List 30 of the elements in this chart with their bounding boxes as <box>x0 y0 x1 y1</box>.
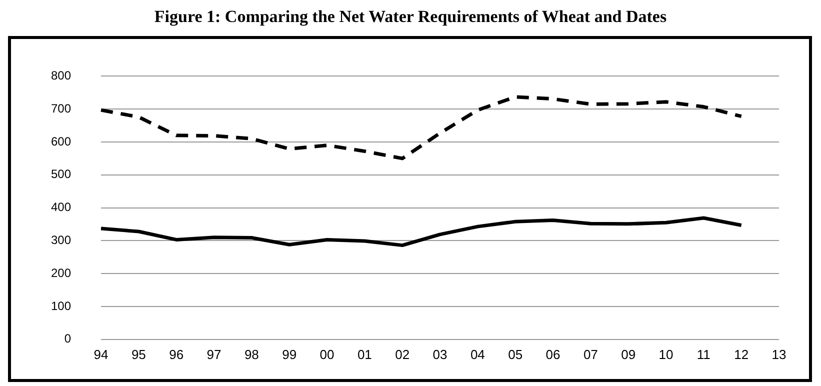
x-tick-label: 05 <box>508 346 523 362</box>
line-series <box>99 95 744 160</box>
y-tick-label: 100 <box>50 298 72 313</box>
y-tick-label: 800 <box>50 68 72 83</box>
x-tick-label: 95 <box>131 346 146 362</box>
x-tick-label: 00 <box>320 346 334 362</box>
y-tick-label: 200 <box>50 266 72 280</box>
x-tick-label: 09 <box>621 346 636 362</box>
x-tick-label: 12 <box>734 346 749 362</box>
x-tick-label: 13 <box>772 346 786 362</box>
x-tick-label: 97 <box>206 346 222 362</box>
chart-title: Figure 1: Comparing the Net Water Requirements of Wheat and Dates <box>153 6 668 28</box>
x-tick-label: 11 <box>696 346 710 362</box>
x-tick-label: 98 <box>244 346 259 362</box>
y-tick-label: 500 <box>50 167 72 182</box>
y-tick-label: 0 <box>64 332 72 346</box>
x-tick-label: 07 <box>583 346 598 362</box>
x-tick-label: 03 <box>432 346 448 362</box>
y-tick-label: 300 <box>50 233 72 248</box>
y-tick-label: 600 <box>50 134 72 148</box>
x-tick-label: 02 <box>395 346 410 362</box>
x-tick-label: 04 <box>470 346 485 362</box>
x-tick-label: 96 <box>169 346 184 362</box>
x-tick-label: 06 <box>546 346 560 362</box>
x-tick-label: 01 <box>357 346 372 362</box>
x-tick-label: 94 <box>94 346 108 362</box>
x-tick-label: 10 <box>658 346 674 362</box>
x-tick-label: 99 <box>282 346 297 362</box>
y-tick-label: 400 <box>50 200 72 214</box>
y-tick-label: 700 <box>50 101 72 116</box>
